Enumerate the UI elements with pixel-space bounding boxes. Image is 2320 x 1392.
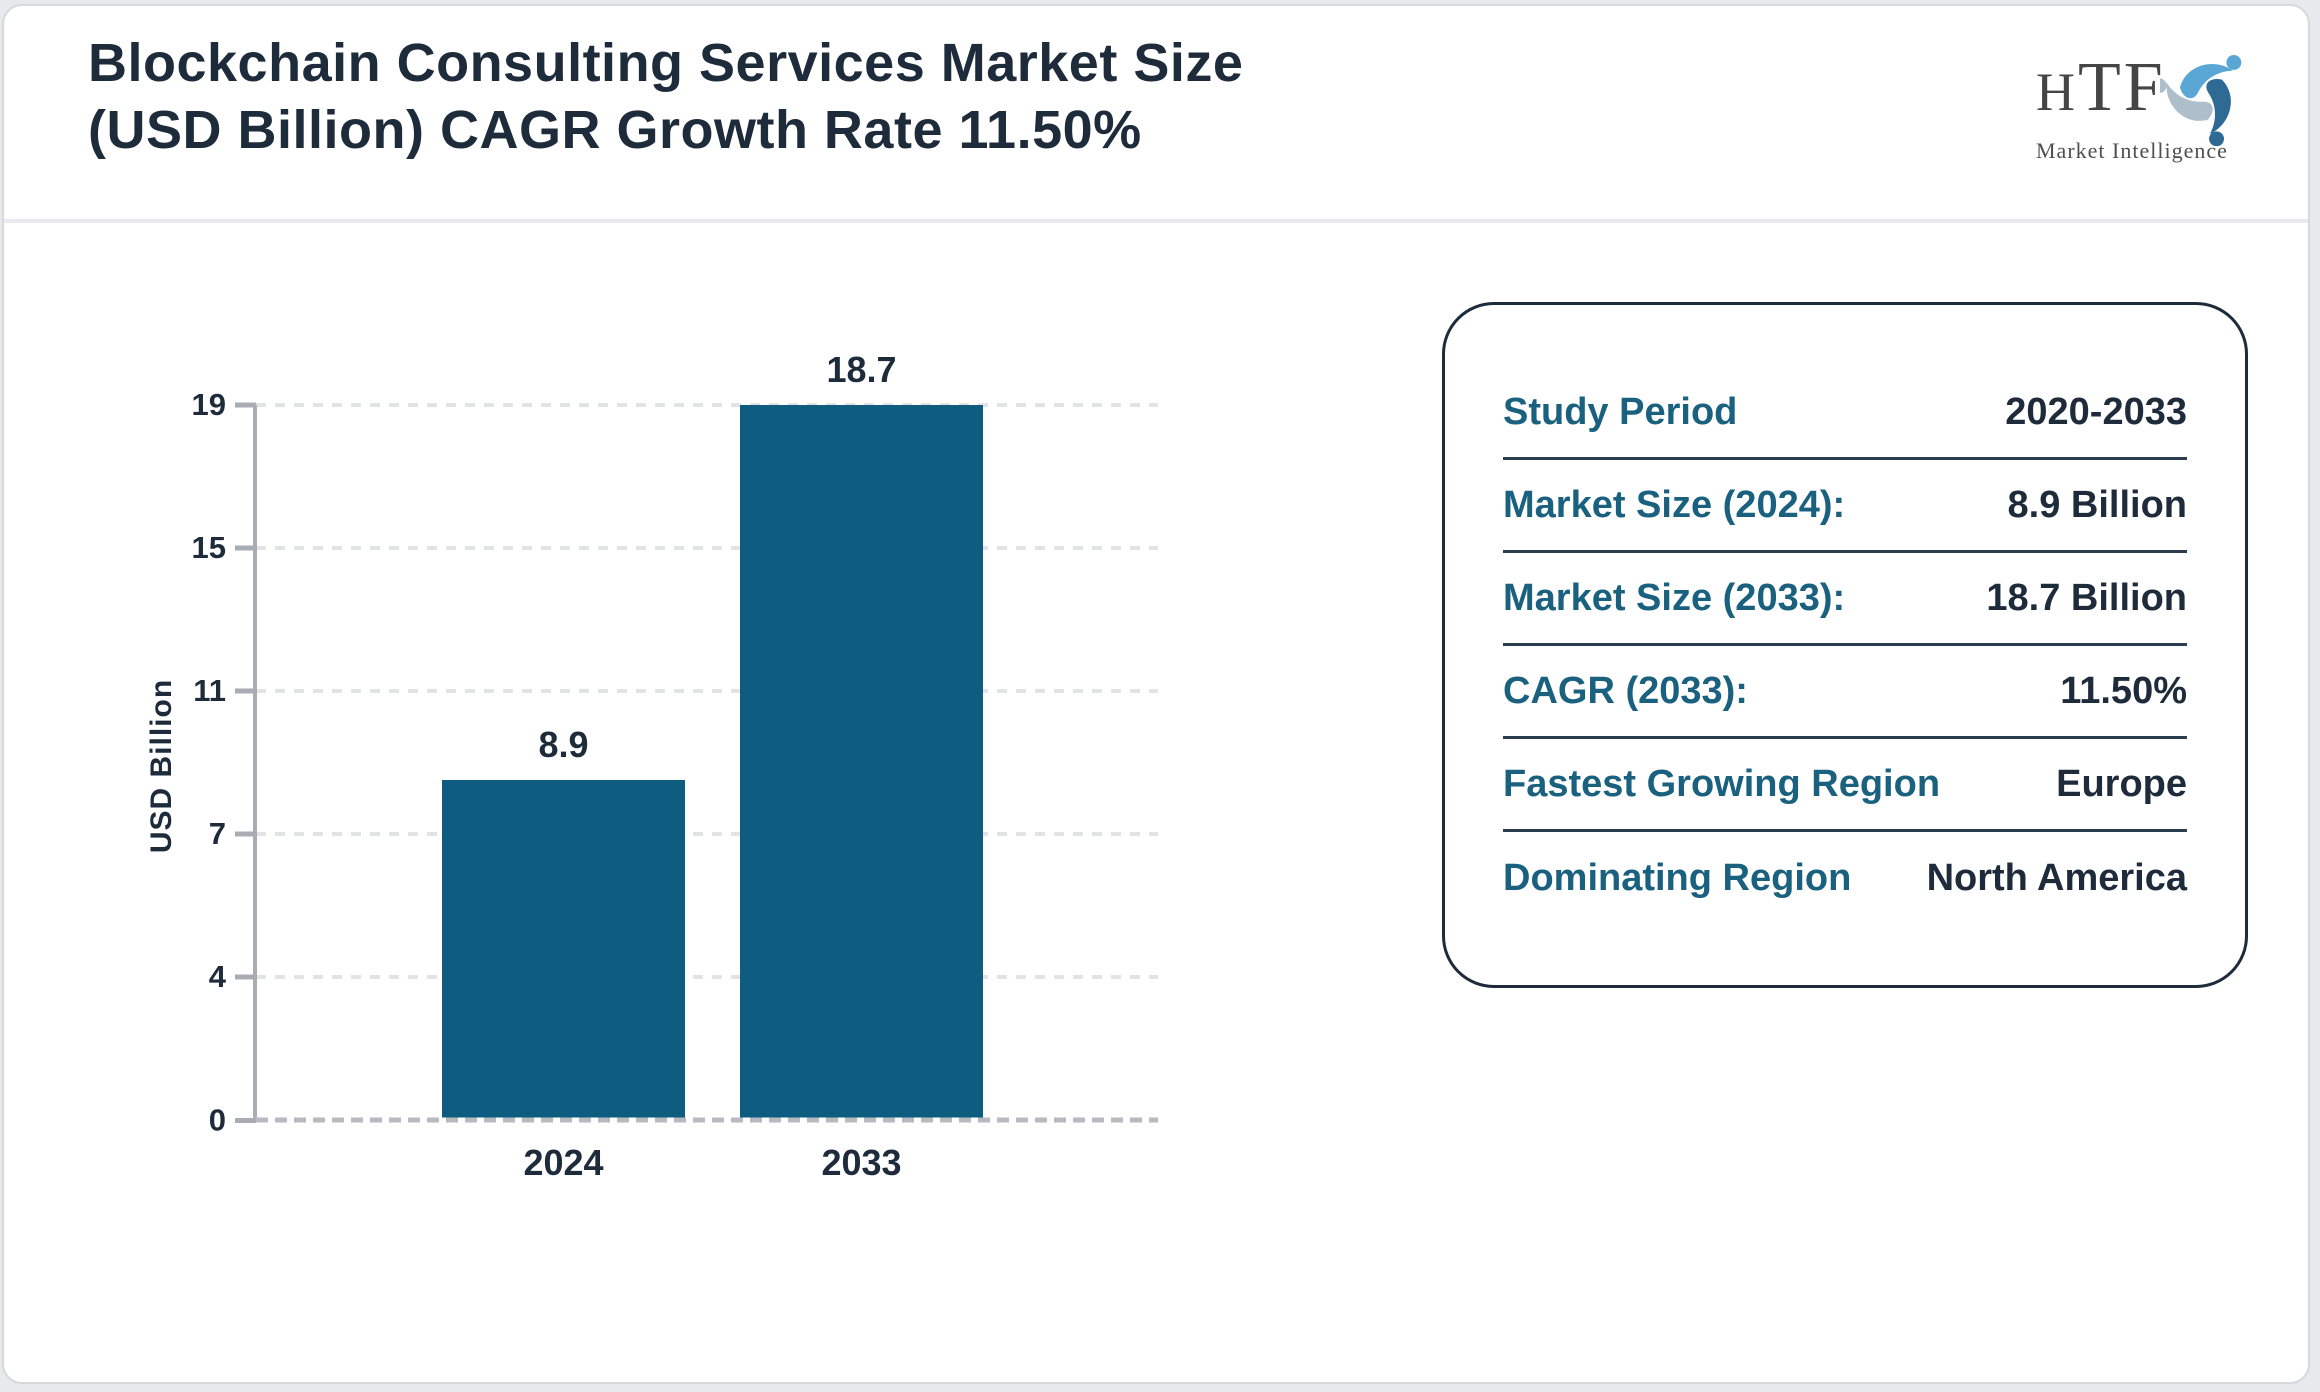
panel-row-dominating-region: Dominating Region North America	[1503, 832, 2187, 925]
panel-row-label: Fastest Growing Region	[1503, 762, 1941, 805]
htf-logo: HTF Market Intelligence	[2036, 40, 2246, 164]
panel-row-label: Market Size (2024):	[1503, 483, 1846, 526]
panel-row-label: CAGR (2033):	[1503, 669, 1748, 712]
htf-logo-subtitle: Market Intelligence	[2036, 138, 2228, 163]
panel-row-value: 2020-2033	[2005, 390, 2187, 433]
gridline-11: 11	[193, 673, 1158, 708]
y-tick-label: 19	[191, 387, 226, 422]
panel-row-value: Europe	[2056, 762, 2187, 805]
page-title: Blockchain Consulting Services Market Si…	[88, 30, 1243, 164]
panel-row-market-size-2024: Market Size (2024): 8.9 Billion	[1503, 460, 2187, 553]
panel-row-value: North America	[1926, 857, 2187, 899]
htf-logo-text: HTF	[2036, 40, 2166, 140]
panel-row-cagr: CAGR (2033): 11.50%	[1503, 646, 2187, 739]
panel-row-label: Market Size (2033):	[1503, 576, 1846, 619]
y-tick-mark	[235, 1117, 256, 1123]
page-title-line2: (USD Billion) CAGR Growth Rate 11.50%	[88, 100, 1142, 160]
gridline-4: 4	[209, 959, 1158, 994]
bar-2033: 18.7	[740, 349, 983, 1120]
y-axis-line	[253, 405, 257, 1122]
y-tick-mark	[235, 402, 256, 408]
htf-logo-text-tf: TF	[2078, 49, 2166, 126]
panel-row-value: 11.50%	[2060, 669, 2187, 712]
y-tick-mark	[235, 974, 256, 980]
panel-row-value: 8.9 Billion	[2007, 483, 2187, 526]
panel-row-market-size-2033: Market Size (2033): 18.7 Billion	[1503, 553, 2187, 646]
header-divider	[4, 219, 2308, 223]
bar-chart-plot: 19 15 11 7 4 0 8.9 18.7 2024 2033	[192, 349, 1158, 1183]
y-tick-mark	[235, 688, 256, 694]
y-tick-mark	[235, 545, 256, 551]
info-panel: Study Period 2020-2033 Market Size (2024…	[1442, 302, 2248, 988]
gridline-0-baseline: 0	[209, 1102, 1158, 1137]
panel-row-label: Study Period	[1503, 390, 1738, 433]
y-tick-mark	[235, 831, 256, 837]
y-tick-label: 11	[193, 673, 226, 708]
x-tick-label-2024: 2024	[523, 1142, 604, 1183]
y-tick-label: 15	[191, 530, 226, 565]
bar-2033-value-label: 18.7	[826, 349, 897, 390]
htf-logo-text-h: H	[2036, 62, 2078, 122]
panel-row-study-period: Study Period 2020-2033	[1503, 367, 2187, 460]
report-page: Blockchain Consulting Services Market Si…	[2, 4, 2310, 1384]
bar-2024: 8.9	[442, 724, 685, 1120]
panel-row-label: Dominating Region	[1503, 857, 1852, 899]
x-tick-label-2033: 2033	[821, 1142, 902, 1183]
gridline-7: 7	[209, 816, 1158, 851]
panel-row-value: 18.7 Billion	[1986, 576, 2187, 619]
y-tick-label: 7	[208, 816, 226, 851]
gridline-15: 15	[192, 530, 1158, 565]
gridline-19: 19	[192, 387, 1158, 422]
panel-row-fastest-growing-region: Fastest Growing Region Europe	[1503, 739, 2187, 832]
y-axis-title: USD Billion	[145, 678, 178, 854]
page-title-line1: Blockchain Consulting Services Market Si…	[88, 33, 1244, 93]
htf-logo-row: HTF	[2036, 40, 2246, 146]
htf-people-swirl-icon	[2159, 55, 2242, 146]
y-tick-label: 0	[208, 1102, 226, 1137]
bar-2024-value-label: 8.9	[538, 723, 589, 765]
y-tick-label: 4	[208, 959, 226, 994]
